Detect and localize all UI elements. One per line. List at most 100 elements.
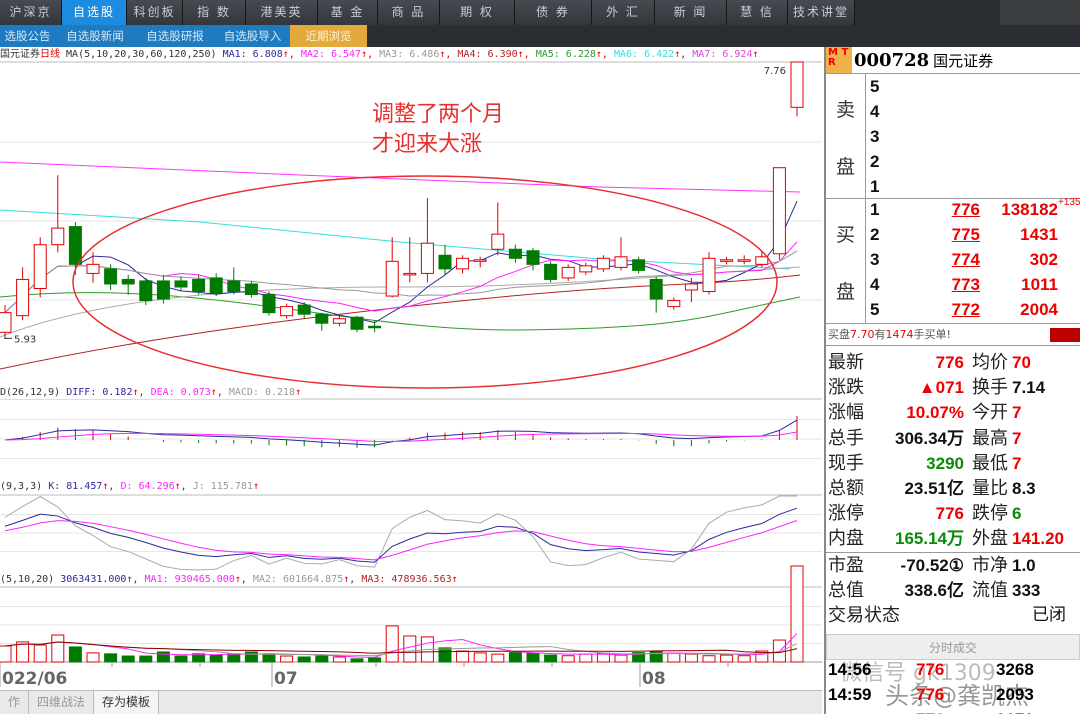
volume-bar-up (491, 653, 505, 663)
candle-down (350, 316, 364, 330)
candle-down (632, 259, 646, 271)
annotation-line-1: 调整了两个月 (372, 102, 505, 127)
volume-bar-up (667, 652, 681, 663)
top-menu-item[interactable]: 技术讲堂 (788, 0, 855, 25)
volume-bar-down (297, 656, 311, 663)
candle-up (790, 61, 804, 108)
vol-params: (5,10,20) (0, 574, 55, 585)
trades-tab[interactable]: 分时成交 (826, 634, 1080, 661)
buy-level[interactable]: 4 773 1011 (870, 275, 1058, 294)
volume-bar-down (438, 647, 452, 663)
top-menu-item[interactable]: 沪深京 (0, 0, 62, 25)
top-menu-item[interactable]: 慧 信 (727, 0, 788, 25)
macd-diff: DIFF: 0.182 (66, 387, 133, 398)
candle-down (526, 250, 540, 265)
kdj-d: D: 64.296 (120, 481, 175, 492)
low-price-label: 5.93 (14, 334, 36, 345)
sell-level[interactable]: 3 (870, 127, 880, 146)
buy-level[interactable]: 5 772 2004 (870, 300, 1058, 319)
tab-four-dim[interactable]: 四维战法 (29, 691, 95, 714)
volume-bar-up (0, 645, 12, 663)
trade-row: 14:56 776 3268 (828, 660, 1034, 680)
candle-down (438, 254, 452, 270)
top-menu-item[interactable]: 指 数 (183, 0, 246, 25)
top-menu-item[interactable]: 外 汇 (592, 0, 655, 25)
tab-save-template[interactable]: 存为模板 (94, 691, 160, 714)
sub-menu-item[interactable]: 近期浏览 (290, 25, 367, 47)
quote-stats: 最新 776 均价 70 涨跌 ▲071 换手 7.14 涨幅 10.07% 今开 7 总手 306.34… (826, 346, 1080, 552)
volume-bar-up (332, 656, 346, 663)
sub-menu-item[interactable]: 自选股新闻 (66, 29, 124, 43)
j-line (4, 495, 797, 571)
sub-menu-item[interactable]: 自选股导入 (223, 29, 282, 43)
stat-row: 涨幅 10.07% 今开 7 (828, 402, 1022, 424)
buy-label-2: 盘 (835, 280, 855, 303)
top-menu-item[interactable]: 期 权 (440, 0, 515, 25)
kline-chart[interactable]: 7.76 5.93 022/06 07 08 国元证券日线 MA(5,10,20,30,… (0, 47, 822, 690)
sell-level[interactable]: 4 (870, 102, 880, 121)
sell-level[interactable]: 1 (870, 177, 880, 196)
date-label: 022/06 (2, 669, 67, 689)
top-menu: 沪深京 自选股 科创板指 数港美英基 金商 品期 权债 券外 汇新 闻慧 信技术讲堂 (0, 0, 1080, 25)
top-menu-item[interactable]: 港美英 (246, 0, 318, 25)
top-right-info (1000, 0, 1080, 25)
volume-bar-down (227, 653, 241, 663)
annotation-ellipse (72, 175, 778, 389)
sell-book: 卖盘 5 4 3 2 1 (826, 74, 1080, 199)
volume-bar-up (403, 635, 417, 663)
top-menu-item[interactable]: 自选股 (62, 0, 127, 25)
sell-label-2: 盘 (835, 155, 855, 178)
annotation-line-2: 才迎来大涨 (372, 132, 483, 157)
long-ma-line (0, 292, 801, 331)
stock-name: 国元证券 (0, 49, 40, 60)
sell-level[interactable]: 5 (870, 77, 880, 96)
top-menu-item[interactable]: 商 品 (378, 0, 440, 25)
buy-order-note: 买盘7.70有1474手买单! (826, 324, 1080, 346)
volume-header: (5,10,20) 3063431.000↑, MA1: 930465.000↑… (0, 573, 458, 586)
trade-status: 已闭 (1032, 604, 1066, 625)
sub-menu-item[interactable]: 自选股研报 (146, 29, 204, 43)
candle-down (192, 278, 206, 293)
top-menu-item[interactable]: 基 金 (318, 0, 378, 25)
volume-bar-down (174, 655, 188, 663)
buy-level[interactable]: 1 776 138182 +135 (870, 197, 1080, 219)
top-menu-item[interactable]: 债 券 (515, 0, 592, 25)
candle-up (702, 257, 716, 293)
candle-up (280, 306, 294, 317)
tab-bottom-0[interactable]: 作 (0, 691, 30, 714)
candle-up (86, 263, 100, 274)
candle-down (368, 325, 382, 329)
sub-menu-item[interactable]: 选股公告 (4, 29, 51, 43)
candle-up (772, 167, 786, 255)
trade-status-row: 交易状态 已闭 (826, 603, 1080, 628)
annotation-text: 调整了两个月 才迎来大涨 (372, 100, 504, 160)
buy-level[interactable]: 2 775 1431 (870, 225, 1058, 244)
stat-row: 内盘 165.14万 外盘 141.20 (828, 528, 1064, 550)
candle-down (209, 277, 223, 294)
volume-bar-down (368, 657, 382, 663)
valuation-stats: 市盈 -70.52① 市净 1.0 总值 338.6亿 流值 333 (826, 553, 1080, 603)
candle-down (508, 248, 522, 259)
candle-up (684, 283, 698, 291)
volume-bar-down (526, 652, 540, 663)
volume-bar-up (684, 653, 698, 663)
top-menu-item[interactable]: 新 闻 (655, 0, 727, 25)
candle-up (16, 278, 30, 317)
volume-bar-down (544, 654, 558, 663)
ma-label: MA3: 6.486 (379, 49, 440, 60)
vol-ma1: MA1: 930465.000 (144, 574, 235, 585)
candle-down (68, 226, 82, 265)
top-menu-item[interactable]: 科创板 (127, 0, 183, 25)
volume-bar-up (561, 655, 575, 663)
volume-bar-up (280, 655, 294, 663)
note-button[interactable] (1050, 328, 1080, 342)
stat-row: 总手 306.34万 最高 7 (828, 427, 1022, 449)
stat-row: 总额 23.51亿 量比 8.3 (828, 477, 1036, 499)
vol-value: 3063431.000 (60, 574, 127, 585)
sell-level[interactable]: 2 (870, 152, 880, 171)
buy-level[interactable]: 3 774 302 (870, 250, 1058, 269)
